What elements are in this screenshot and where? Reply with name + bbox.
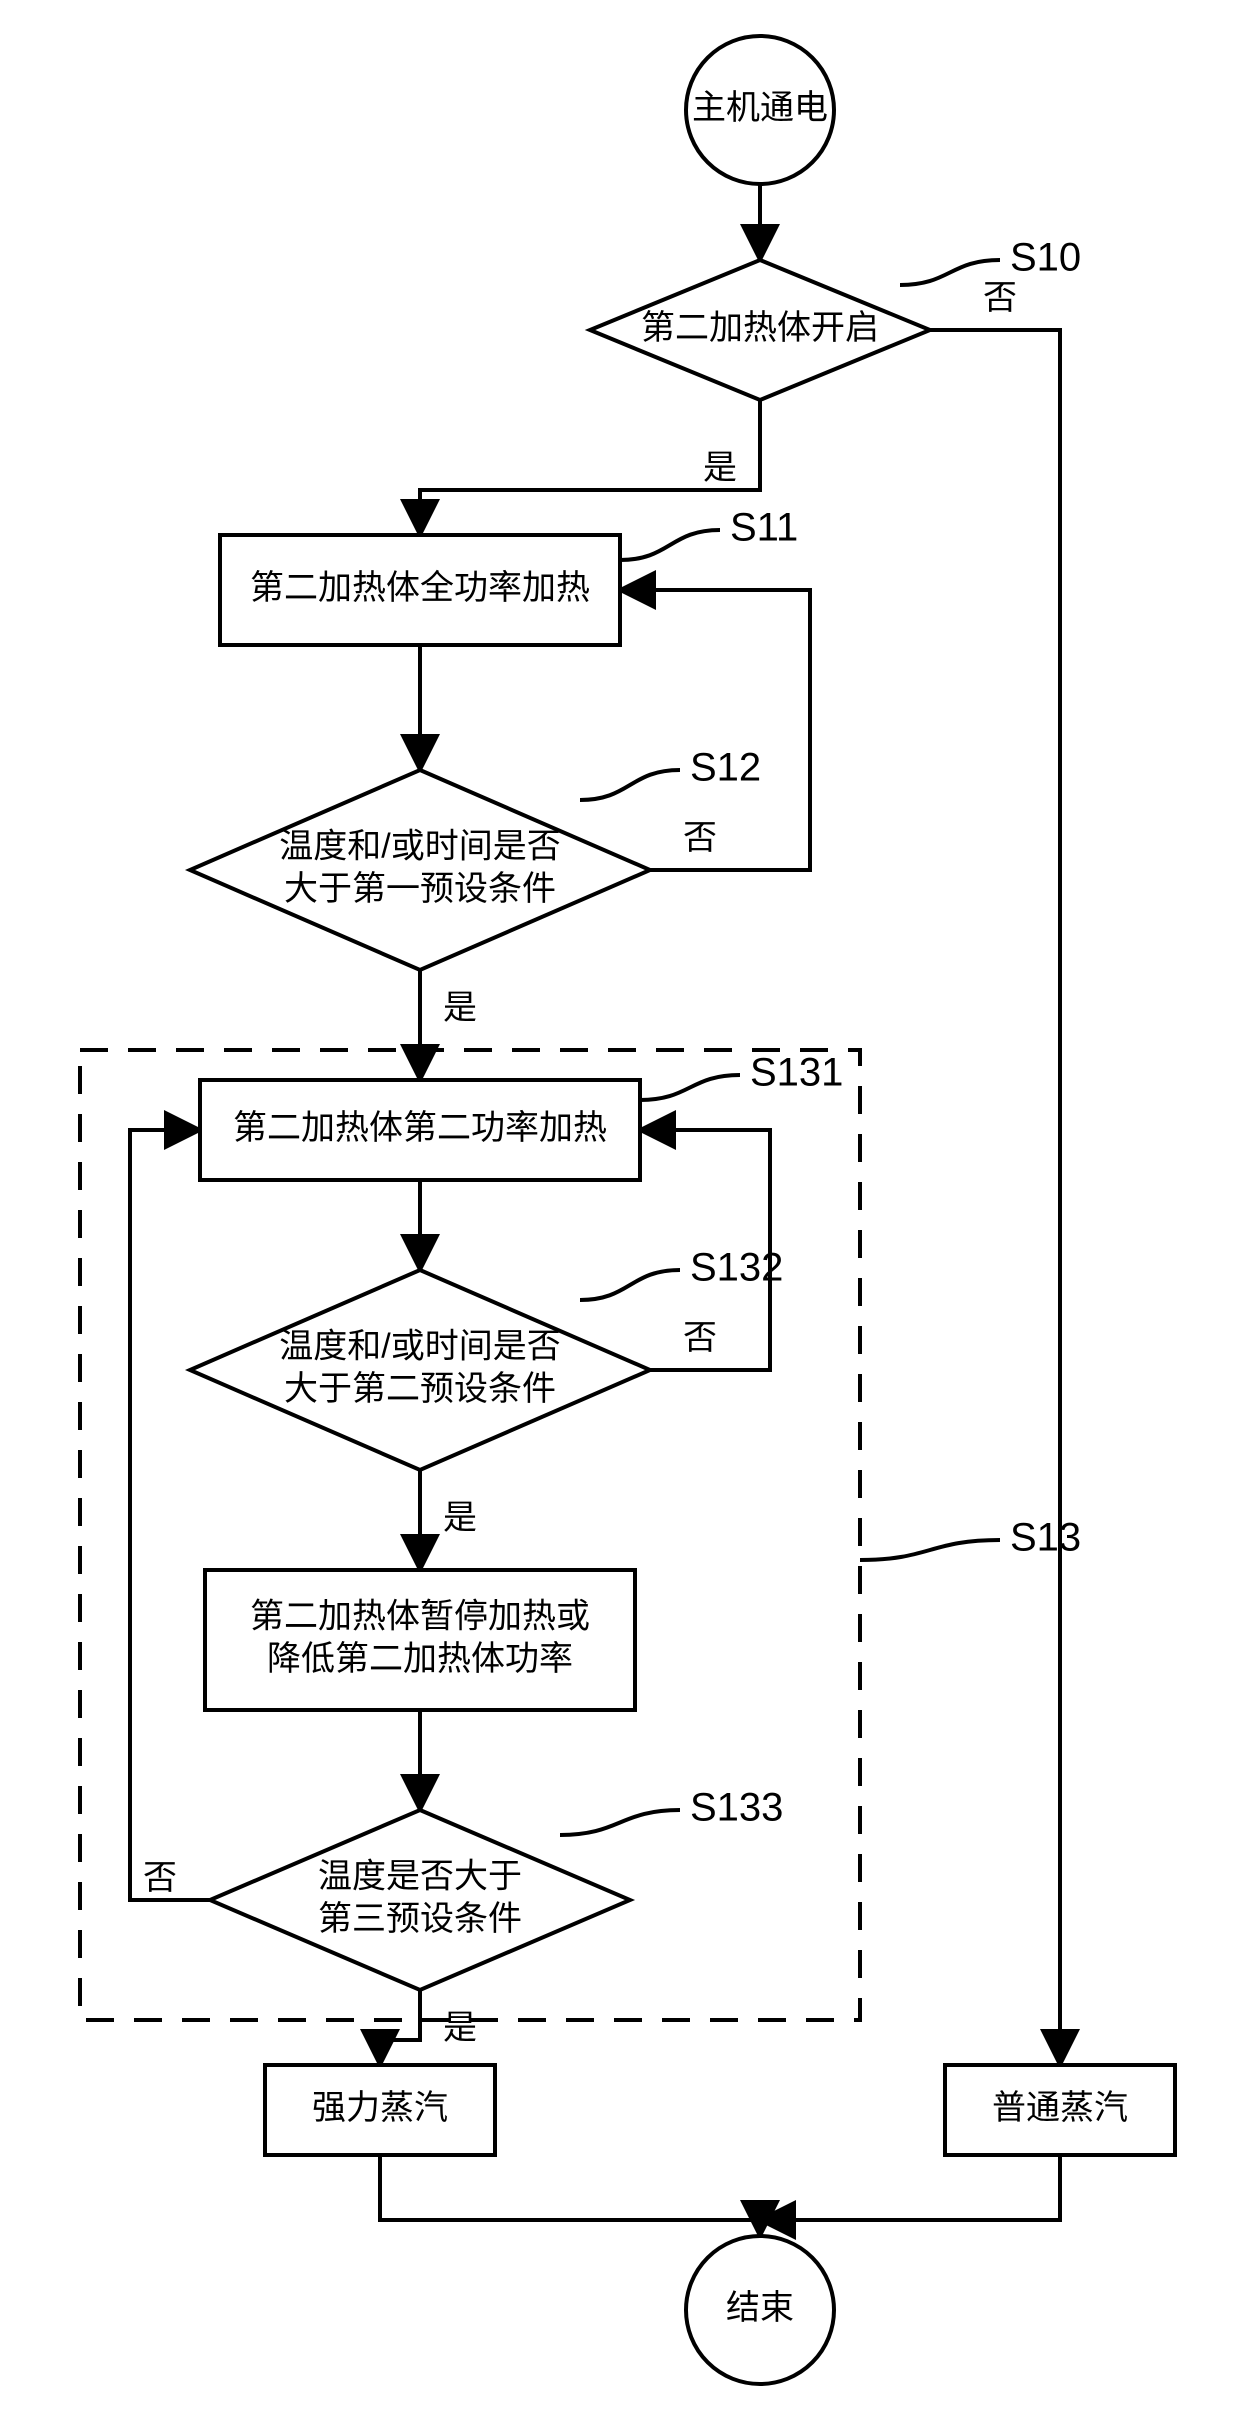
edge-label-s10-s11: 是 (703, 449, 737, 487)
svg-text:第二加热体开启: 第二加热体开启 (641, 309, 879, 347)
node-pause: 第二加热体暂停加热或降低第二加热体功率 (205, 1570, 635, 1710)
node-s131: 第二加热体第二功率加热 (200, 1080, 640, 1180)
svg-text:第三预设条件: 第三预设条件 (318, 1900, 522, 1938)
svg-text:普通蒸汽: 普通蒸汽 (992, 2089, 1128, 2127)
svg-text:强力蒸汽: 强力蒸汽 (312, 2089, 448, 2127)
edge-normal-end (760, 2155, 1060, 2220)
node-s10: 第二加热体开启 (590, 260, 930, 400)
node-strong: 强力蒸汽 (265, 2065, 495, 2155)
edge-label-s10-normal: 否 (983, 279, 1017, 317)
node-start: 主机通电 (686, 36, 834, 184)
node-s11: 第二加热体全功率加热 (220, 535, 620, 645)
step-label-S132: S132 (690, 1246, 783, 1290)
step-label-S10: S10 (1010, 236, 1081, 280)
svg-text:大于第二预设条件: 大于第二预设条件 (284, 1370, 556, 1408)
edge-label-s12-s131: 是 (443, 989, 477, 1027)
svg-text:大于第一预设条件: 大于第一预设条件 (284, 870, 556, 908)
edge-strong-end (380, 2155, 760, 2236)
step-label-S12: S12 (690, 746, 761, 790)
step-label-S13: S13 (1010, 1516, 1081, 1560)
step-label-S131: S131 (750, 1051, 843, 1095)
node-normal: 普通蒸汽 (945, 2065, 1175, 2155)
edge-s10-normal (930, 330, 1060, 2065)
leader-S131 (640, 1075, 740, 1100)
leader-S11 (620, 530, 720, 560)
svg-text:第二加热体第二功率加热: 第二加热体第二功率加热 (233, 1109, 607, 1147)
svg-text:结束: 结束 (726, 2289, 794, 2327)
svg-text:主机通电: 主机通电 (692, 89, 828, 127)
svg-text:第二加热体全功率加热: 第二加热体全功率加热 (250, 569, 590, 607)
node-s133: 温度是否大于第三预设条件 (210, 1810, 630, 1990)
edge-s133-strong (380, 1990, 420, 2065)
edge-s133-s131 (130, 1130, 210, 1900)
edge-label-s132-s131: 否 (683, 1319, 717, 1357)
leader-S12 (580, 770, 680, 800)
edge-label-s132-pause: 是 (443, 1499, 477, 1537)
step-label-S133: S133 (690, 1786, 783, 1830)
leader-S13 (860, 1540, 1000, 1560)
step-label-S11: S11 (730, 506, 798, 550)
svg-text:温度是否大于: 温度是否大于 (318, 1858, 522, 1896)
leader-S132 (580, 1270, 680, 1300)
svg-text:温度和/或时间是否: 温度和/或时间是否 (279, 828, 560, 866)
svg-text:降低第二加热体功率: 降低第二加热体功率 (267, 1640, 573, 1678)
svg-text:温度和/或时间是否: 温度和/或时间是否 (279, 1328, 560, 1366)
leader-S133 (560, 1810, 680, 1835)
flowchart-diagram: 是否是否是否是否主机通电结束第二加热体开启第二加热体全功率加热温度和/或时间是否… (0, 0, 1240, 2418)
edge-label-s133-strong: 是 (443, 2009, 477, 2047)
node-end: 结束 (686, 2236, 834, 2384)
svg-text:第二加热体暂停加热或: 第二加热体暂停加热或 (250, 1598, 590, 1636)
edge-label-s12-s11: 否 (683, 819, 717, 857)
edge-label-s133-s131: 否 (143, 1859, 177, 1897)
